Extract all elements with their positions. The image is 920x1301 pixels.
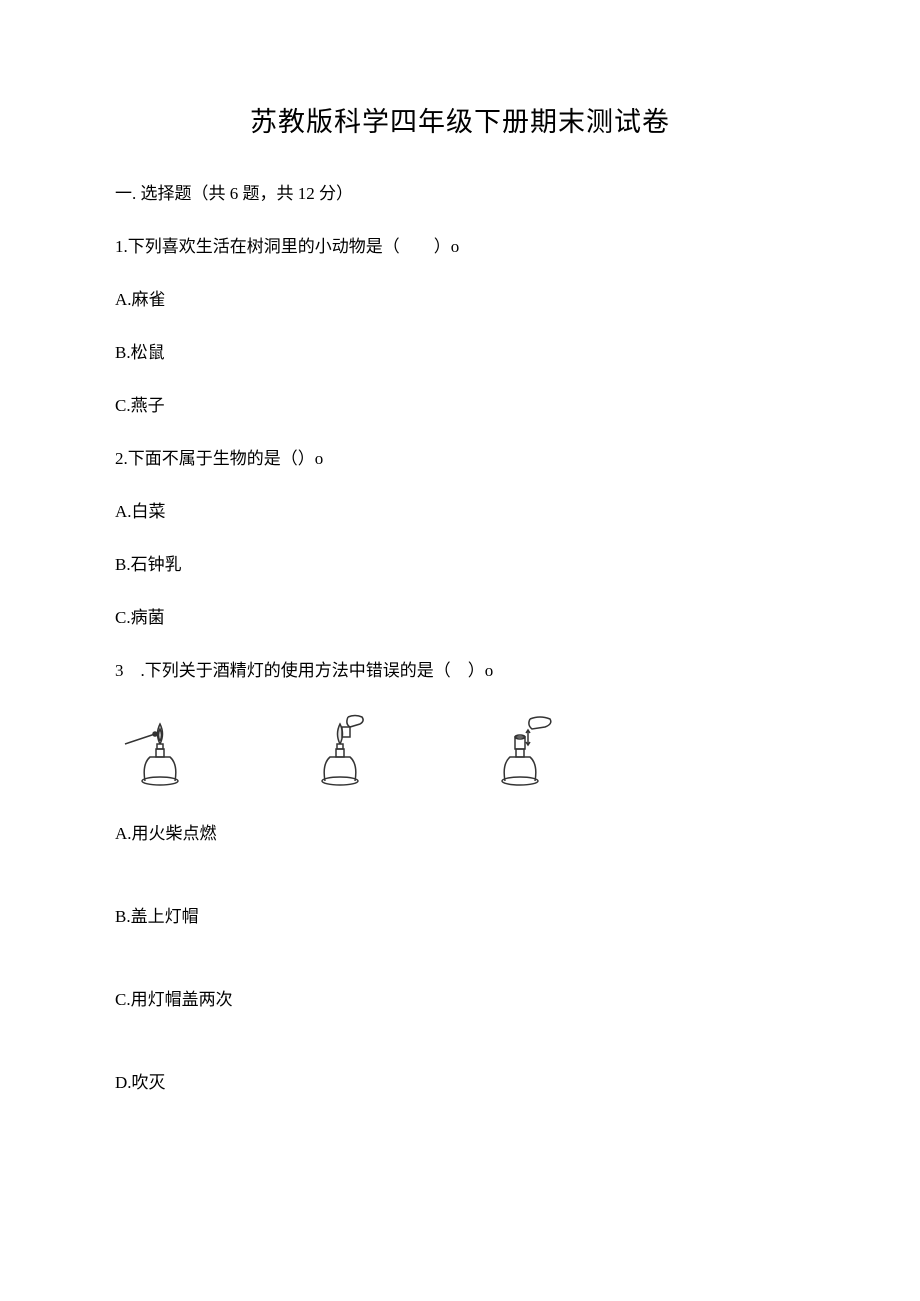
q2-option-c: C.病菌: [115, 603, 805, 628]
q3-option-d: D.吹灭: [115, 1068, 805, 1093]
alcohol-lamp-cap-twice-icon: [480, 709, 560, 789]
question-2: 2.下面不属于生物的是（）o: [115, 444, 805, 469]
q3-image-row: [115, 709, 805, 789]
question-3: 3 .下列关于酒精灯的使用方法中错误的是（ ）o: [115, 656, 805, 681]
q3-option-c: C.用灯帽盖两次: [115, 985, 805, 1010]
q1-option-a: A.麻雀: [115, 285, 805, 310]
alcohol-lamp-match-icon: [120, 709, 200, 789]
page-title: 苏教版科学四年级下册期末测试卷: [115, 100, 805, 139]
q1-option-b: B.松鼠: [115, 338, 805, 363]
q2-option-b: B.石钟乳: [115, 550, 805, 575]
q2-option-a: A.白菜: [115, 497, 805, 522]
question-1: 1.下列喜欢生活在树洞里的小动物是（ ）o: [115, 232, 805, 257]
q3-option-a: A.用火柴点燃: [115, 819, 805, 844]
q1-option-c: C.燕子: [115, 391, 805, 416]
alcohol-lamp-cap-icon: [300, 709, 380, 789]
section-header: 一. 选择题（共 6 题，共 12 分）: [115, 179, 805, 204]
q3-option-b: B.盖上灯帽: [115, 902, 805, 927]
